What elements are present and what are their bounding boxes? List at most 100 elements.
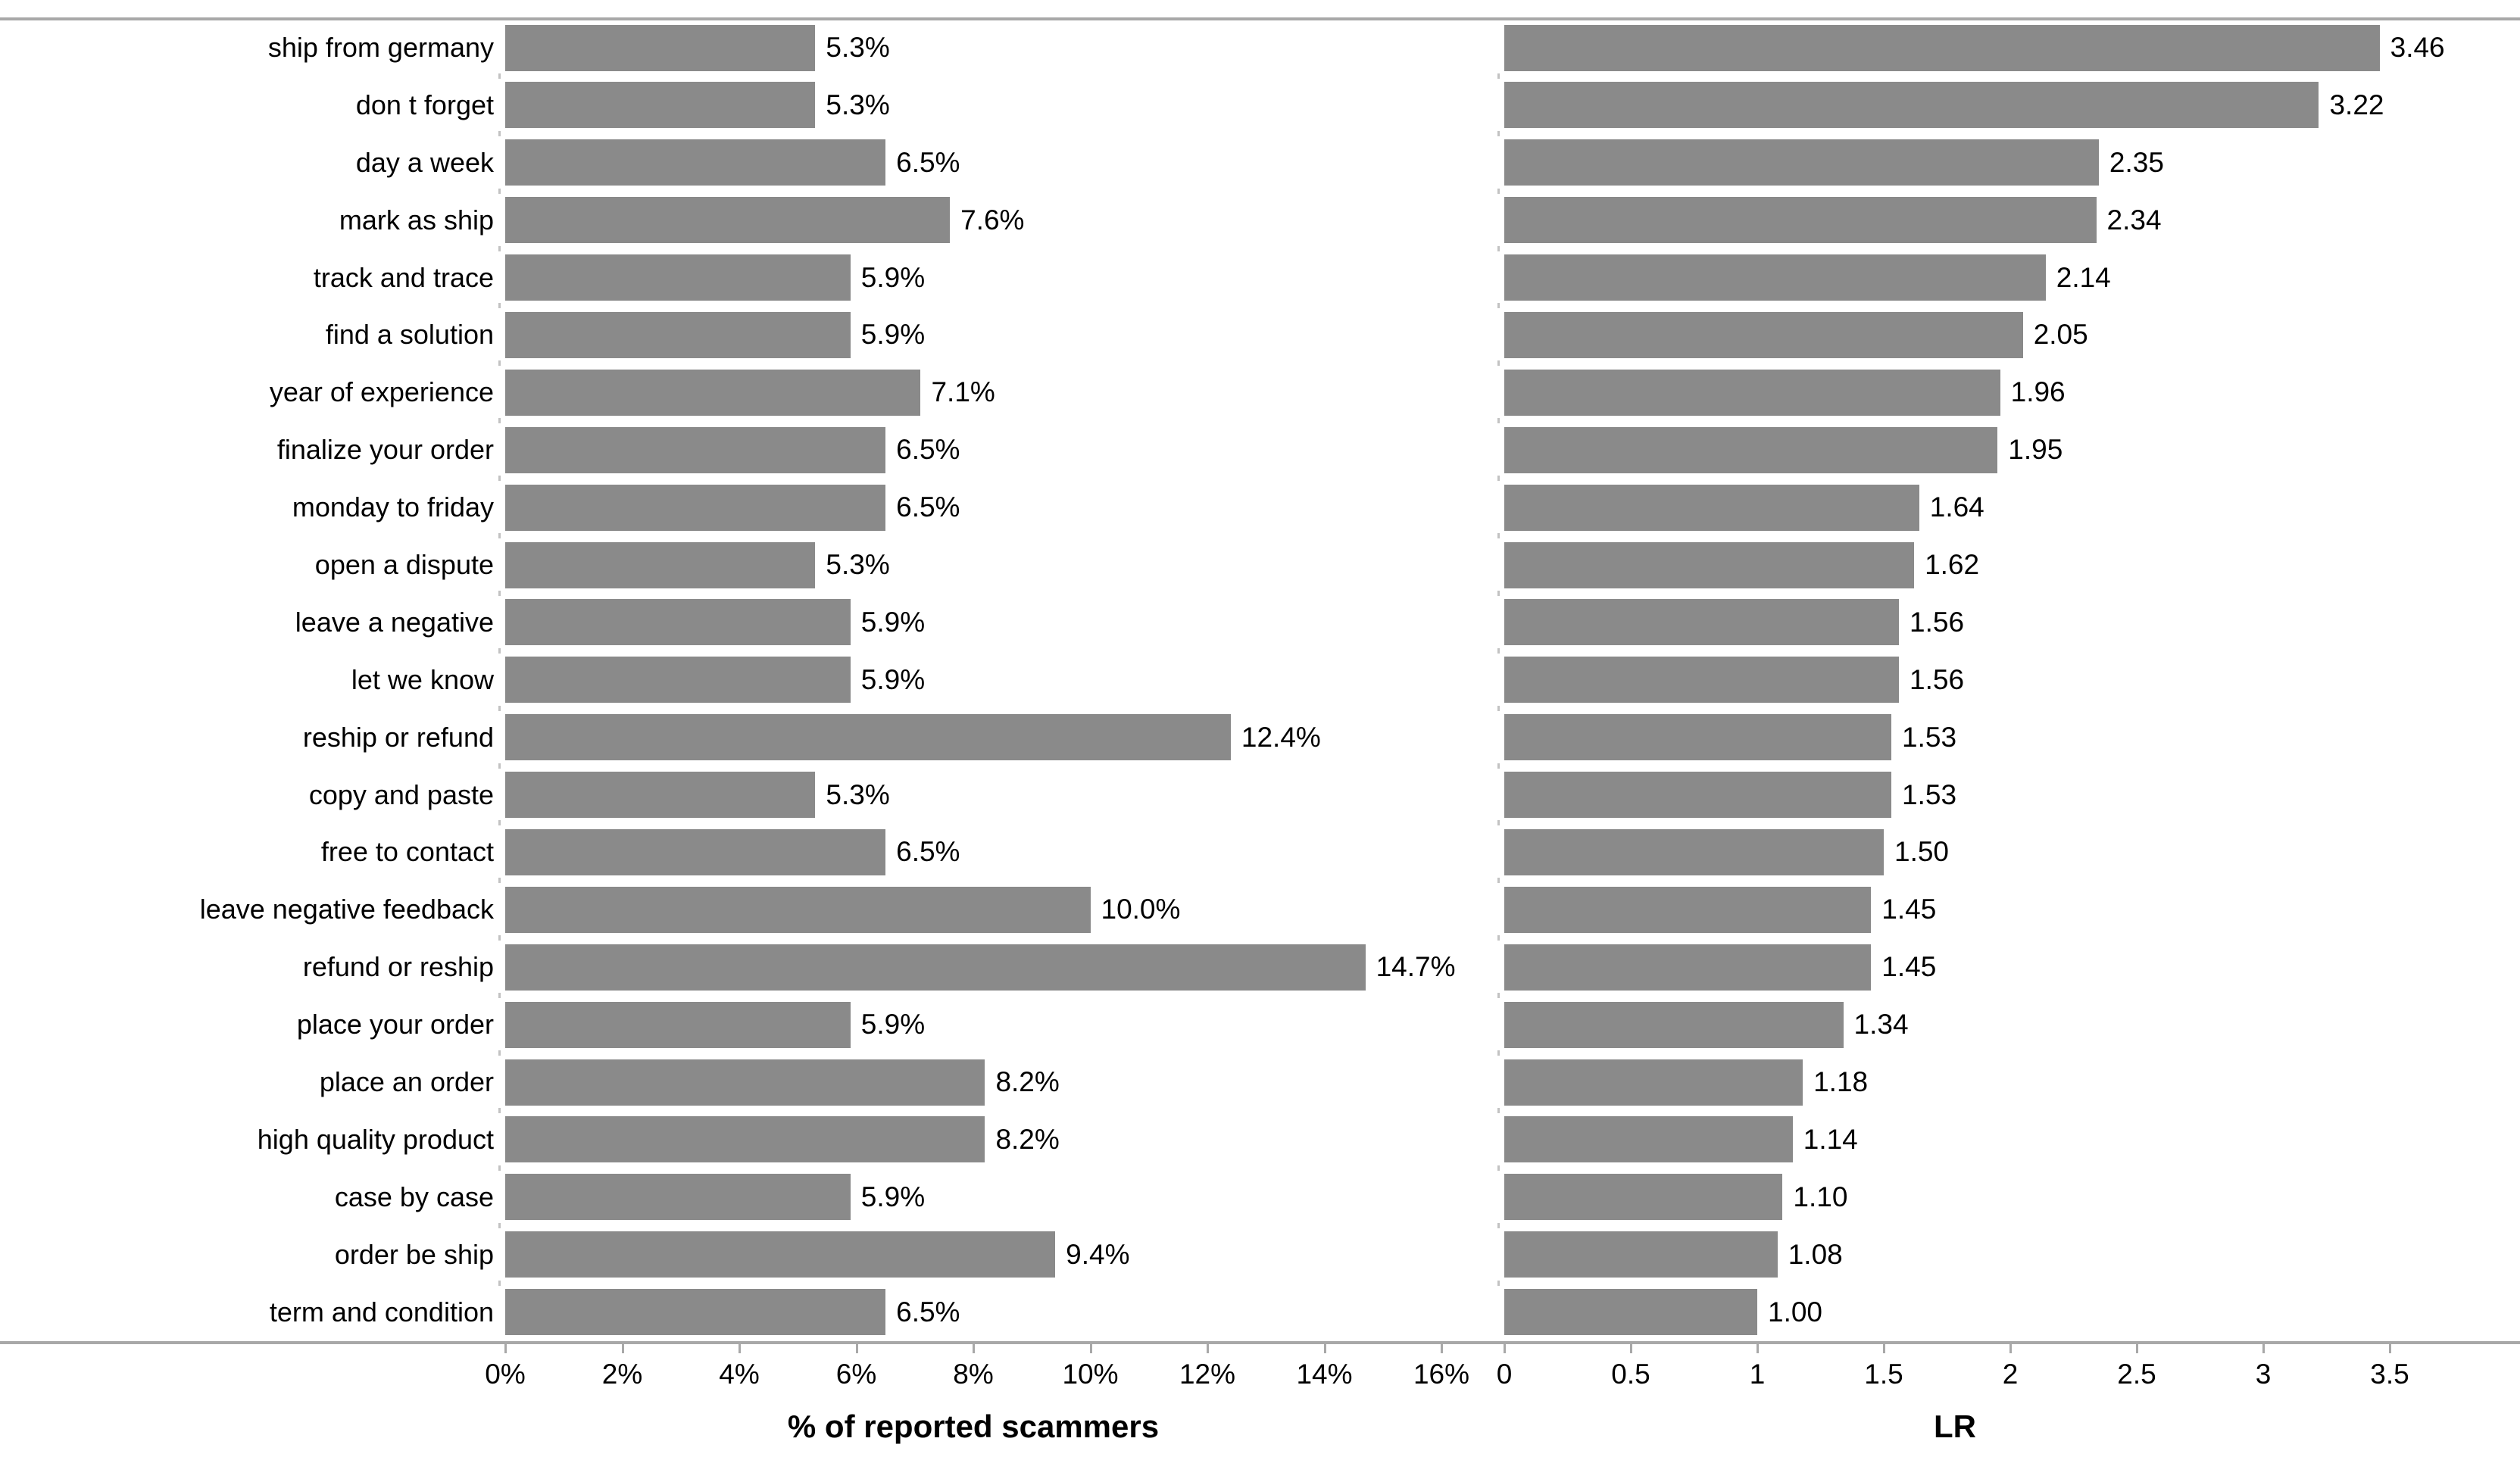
lr-bar [1504, 369, 2000, 416]
percent-bar [505, 369, 921, 416]
percent-value-label: 5.9% [860, 261, 926, 293]
category-label: case by case [334, 1181, 494, 1212]
category-label: leave negative feedback [199, 894, 494, 925]
lr-value-label: 1.45 [1881, 894, 1937, 925]
y-axis-tick-mark [498, 1165, 501, 1171]
percent-value-label: 6.5% [896, 146, 960, 178]
lr-value-label: 1.18 [1813, 1066, 1869, 1098]
category-label: mark as ship [339, 204, 494, 236]
category-label: monday to friday [292, 491, 494, 523]
category-label: track and trace [313, 261, 494, 293]
y-axis-tick-mark [498, 878, 501, 884]
y-axis-tick-mark [498, 935, 501, 941]
y-axis-tick-mark [1497, 130, 1500, 136]
lr-value-label: 1.14 [1803, 1123, 1858, 1155]
percent-value-label: 5.3% [826, 89, 890, 120]
lr-value-label: 1.08 [1788, 1238, 1843, 1270]
lr-bar [1504, 1059, 1803, 1106]
x-axis-title-percent: % of reported scammers [787, 1409, 1160, 1444]
y-axis-tick-mark [1497, 647, 1500, 654]
y-axis-tick-mark [1497, 73, 1500, 79]
x-axis-tick-mark [1757, 1343, 1759, 1353]
percent-value-label: 7.1% [931, 376, 995, 408]
x-axis-tick-label: 16% [1413, 1359, 1470, 1390]
x-axis-tick-mark [1207, 1343, 1209, 1353]
x-axis-tick-mark [2389, 1343, 2391, 1353]
lr-bar [1504, 772, 1892, 819]
x-axis-tick-mark [1504, 1343, 1506, 1353]
x-axis-tick-label: 1.5 [1864, 1359, 1903, 1390]
lr-value-label: 1.62 [1925, 549, 1980, 581]
lr-value-label: 1.53 [1902, 721, 1957, 753]
x-axis-tick-label: 0.5 [1611, 1359, 1650, 1390]
category-label: open a dispute [314, 549, 494, 581]
category-label: don t forget [355, 89, 494, 120]
chart-row: leave negative feedback 10.0% 1.45 [0, 881, 2520, 941]
chart-row: ship from germany 5.3% 3.46 [0, 19, 2520, 79]
lr-bar [1504, 657, 1900, 704]
category-label: reship or refund [302, 721, 494, 753]
y-axis-tick-mark [1497, 820, 1500, 826]
lr-bar [1504, 139, 2099, 186]
percent-bar [505, 1231, 1056, 1278]
lr-value-label: 1.34 [1853, 1009, 1909, 1040]
y-axis-tick-mark [1497, 878, 1500, 884]
lr-value-label: 1.64 [1929, 491, 1984, 523]
x-axis-tick-label: 2% [601, 1359, 643, 1390]
chart-row: monday to friday 6.5% 1.64 [0, 479, 2520, 539]
y-axis-tick-mark [1497, 303, 1500, 309]
percent-value-label: 14.7% [1376, 951, 1456, 983]
x-axis-tick-mark [2136, 1343, 2138, 1353]
lr-value-label: 1.53 [1902, 778, 1957, 810]
chart-row: finalize your order 6.5% 1.95 [0, 421, 2520, 482]
percent-bar [505, 82, 816, 129]
chart-row: refund or reship 14.7% 1.45 [0, 938, 2520, 999]
percent-value-label: 6.5% [896, 491, 960, 523]
chart-rows: ship from germany 5.3% 3.46 don t forget 5.3… [0, 19, 2520, 1340]
percent-value-label: 6.5% [896, 434, 960, 466]
percent-bar [505, 139, 886, 186]
x-axis-tick-label: 3 [2255, 1359, 2272, 1390]
chart-row: copy and paste 5.3% 1.53 [0, 766, 2520, 826]
lr-value-label: 2.14 [2056, 261, 2111, 293]
lr-value-label: 3.46 [2390, 32, 2445, 63]
percent-value-label: 5.9% [860, 1009, 926, 1040]
y-axis-tick-mark [498, 245, 501, 251]
x-axis-tick-mark [1630, 1343, 1632, 1353]
x-axis-tick-mark [1089, 1343, 1092, 1353]
y-axis-tick-mark [498, 73, 501, 79]
lr-bar [1504, 886, 1872, 933]
percent-value-label: 6.5% [896, 1296, 960, 1328]
percent-value-label: 8.2% [995, 1123, 1060, 1155]
lr-value-label: 2.35 [2109, 146, 2164, 178]
lr-value-label: 1.95 [2008, 434, 2063, 466]
percent-value-label: 5.3% [826, 778, 890, 810]
y-axis-tick-mark [498, 418, 501, 424]
percent-bar [505, 1001, 851, 1048]
y-axis-tick-mark [1497, 418, 1500, 424]
y-axis-tick-mark [1497, 763, 1500, 769]
chart-row: day a week 6.5% 2.35 [0, 134, 2520, 194]
y-axis-tick-mark [1497, 476, 1500, 482]
percent-bar [505, 484, 886, 531]
percent-bar [505, 828, 886, 875]
percent-bar [505, 1116, 985, 1163]
y-axis-tick-mark [498, 533, 501, 539]
percent-bar [505, 772, 816, 819]
percent-bar [505, 426, 886, 473]
chart-row: reship or refund 12.4% 1.53 [0, 709, 2520, 769]
lr-bar [1504, 311, 2023, 358]
lr-bar [1504, 254, 2046, 301]
y-axis-tick-mark [498, 303, 501, 309]
x-axis-tick-mark [504, 1343, 507, 1353]
lr-value-label: 1.10 [1793, 1181, 1848, 1212]
percent-value-label: 8.2% [995, 1066, 1060, 1098]
y-axis-tick-mark [498, 1222, 501, 1228]
percent-value-label: 12.4% [1241, 721, 1321, 753]
lr-value-label: 3.22 [2329, 89, 2384, 120]
x-axis-tick-mark [1323, 1343, 1326, 1353]
percent-bar [505, 1059, 985, 1106]
lr-bar [1504, 484, 1919, 531]
lr-bar [1504, 1174, 1783, 1221]
